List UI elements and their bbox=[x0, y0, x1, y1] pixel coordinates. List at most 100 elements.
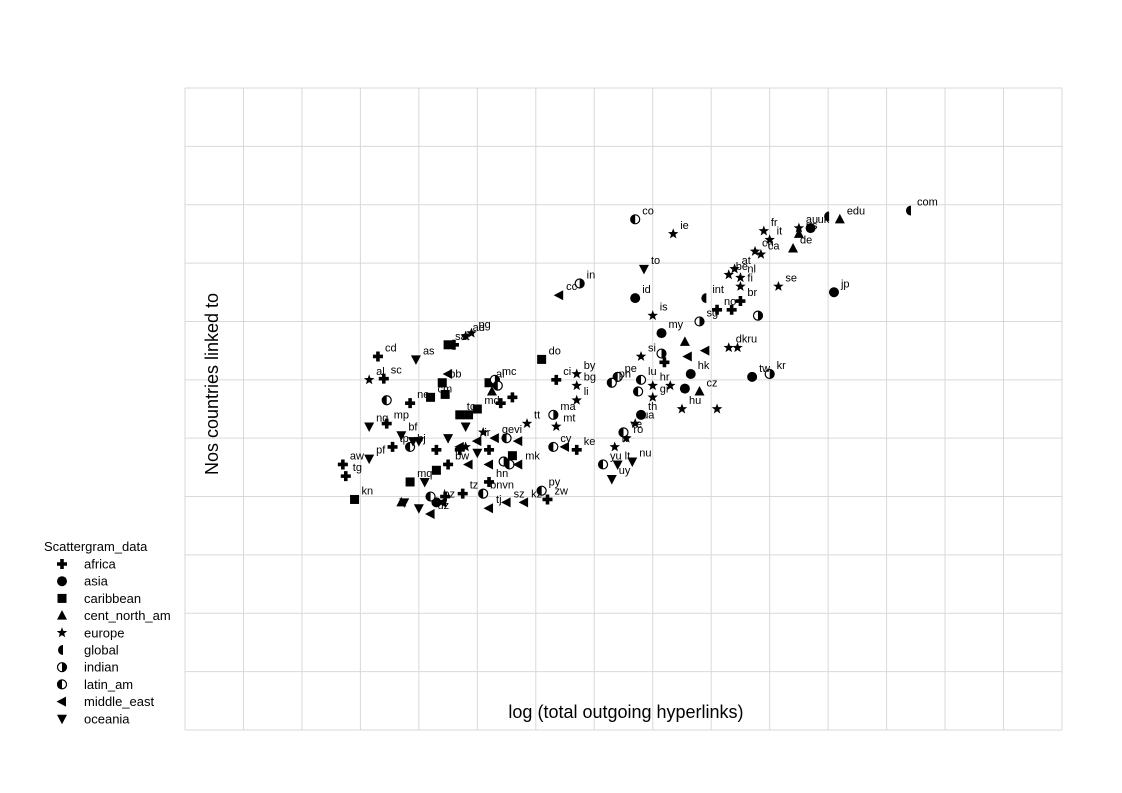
point-oceania bbox=[410, 355, 421, 365]
point-label: it bbox=[777, 226, 783, 238]
point-europe bbox=[735, 272, 746, 283]
legend-marker-oceania bbox=[57, 714, 67, 725]
point-africa bbox=[378, 373, 389, 384]
point-middle_east bbox=[454, 441, 464, 452]
point-cent_north_am bbox=[834, 213, 845, 224]
legend-label: oceania bbox=[84, 711, 130, 726]
point-africa bbox=[507, 392, 518, 403]
point-global bbox=[905, 205, 911, 216]
legend-label: africa bbox=[84, 557, 117, 572]
point-label: mc bbox=[502, 366, 517, 378]
point-oceania bbox=[419, 477, 430, 488]
point-africa bbox=[484, 476, 495, 487]
point-cent_north_am bbox=[694, 385, 705, 396]
point-europe bbox=[729, 263, 740, 274]
point-label: bz bbox=[443, 488, 455, 500]
point-label: hr bbox=[660, 372, 670, 384]
legend-label: middle_east bbox=[84, 694, 154, 709]
point-europe bbox=[667, 228, 679, 239]
point-label: edu bbox=[847, 205, 865, 217]
point-asia bbox=[747, 371, 758, 382]
point-africa bbox=[381, 418, 392, 429]
point-label: lu bbox=[648, 366, 657, 378]
legend-marker-cent_north_am bbox=[57, 610, 67, 620]
point-caribbean bbox=[405, 477, 415, 487]
point-asia bbox=[630, 293, 641, 304]
point-middle_east bbox=[489, 433, 499, 444]
point-label: lt bbox=[625, 450, 631, 462]
point-asia bbox=[828, 287, 839, 298]
legend-marker-africa bbox=[57, 559, 67, 569]
legend-item-europe: europe bbox=[56, 625, 124, 640]
point-label: gevi bbox=[502, 424, 522, 436]
point-label: nu bbox=[639, 448, 651, 460]
point-oceania bbox=[364, 454, 375, 465]
point-label: dkru bbox=[736, 334, 757, 346]
point-label: aw bbox=[350, 450, 364, 462]
point-middle_east bbox=[471, 436, 482, 447]
point-label: tp bbox=[400, 433, 409, 445]
point-label: tg bbox=[353, 462, 362, 474]
legend-item-asia: asia bbox=[57, 574, 109, 589]
legend-marker-middle_east bbox=[56, 696, 66, 707]
point-label: pf bbox=[376, 445, 386, 457]
point-label: mp bbox=[394, 410, 409, 422]
point-oceania bbox=[612, 460, 623, 470]
point-label: bb bbox=[449, 369, 461, 381]
point-middle_east bbox=[559, 441, 570, 452]
point-label: cd bbox=[385, 342, 397, 354]
point-label: si bbox=[648, 342, 656, 354]
point-europe bbox=[521, 418, 533, 429]
point-caribbean bbox=[455, 410, 465, 420]
point-asia bbox=[656, 328, 667, 339]
point-latin_am bbox=[630, 214, 641, 225]
point-label: cm bbox=[438, 383, 453, 395]
point-label: ca bbox=[768, 240, 781, 252]
point-caribbean bbox=[443, 340, 453, 350]
point-europe bbox=[735, 280, 746, 291]
point-latin_am bbox=[597, 459, 609, 470]
point-europe bbox=[460, 330, 471, 341]
point-label: com bbox=[917, 197, 938, 209]
point-label: kn bbox=[362, 485, 374, 497]
point-label: ke bbox=[584, 436, 596, 448]
point-europe bbox=[723, 269, 734, 280]
legend-label: cent_north_am bbox=[84, 608, 171, 623]
legend-marker-latin_am bbox=[56, 679, 68, 690]
x-axis-title: log (total outgoing hyperlinks) bbox=[508, 702, 743, 722]
point-label: jp bbox=[840, 278, 850, 290]
point-europe bbox=[732, 342, 743, 353]
point-europe bbox=[755, 248, 767, 259]
point-middle_east bbox=[483, 459, 494, 470]
point-europe bbox=[773, 280, 784, 291]
point-caribbean bbox=[426, 392, 436, 402]
point-oceania bbox=[606, 475, 617, 485]
point-label: yu bbox=[610, 450, 622, 462]
point-label: py bbox=[549, 477, 561, 489]
point-caribbean bbox=[437, 378, 447, 388]
point-label: sa bbox=[455, 331, 468, 343]
point-label: mt bbox=[563, 413, 575, 425]
point-label: au bbox=[806, 214, 818, 226]
point-label: ve bbox=[631, 418, 643, 430]
point-label: uy bbox=[619, 465, 631, 477]
point-middle_east bbox=[699, 345, 710, 356]
legend: Scattergram_data africa asia caribbean cent… bbox=[44, 539, 171, 726]
point-europe bbox=[571, 368, 582, 379]
point-africa bbox=[726, 304, 737, 315]
point-oceania bbox=[413, 504, 424, 514]
point-label: bnvn bbox=[490, 480, 514, 492]
point-middle_east bbox=[501, 497, 511, 508]
point-africa bbox=[495, 398, 506, 409]
point-latin_am bbox=[478, 488, 489, 499]
point-africa bbox=[454, 444, 465, 455]
point-middle_east bbox=[553, 290, 564, 301]
point-africa bbox=[571, 444, 582, 455]
point-caribbean bbox=[537, 354, 547, 364]
point-label: ad bbox=[473, 322, 485, 334]
point-asia bbox=[679, 383, 690, 394]
point-label: kr bbox=[777, 360, 787, 372]
point-global bbox=[701, 293, 707, 304]
point-label: hk bbox=[698, 360, 710, 372]
point-europe bbox=[665, 380, 676, 391]
